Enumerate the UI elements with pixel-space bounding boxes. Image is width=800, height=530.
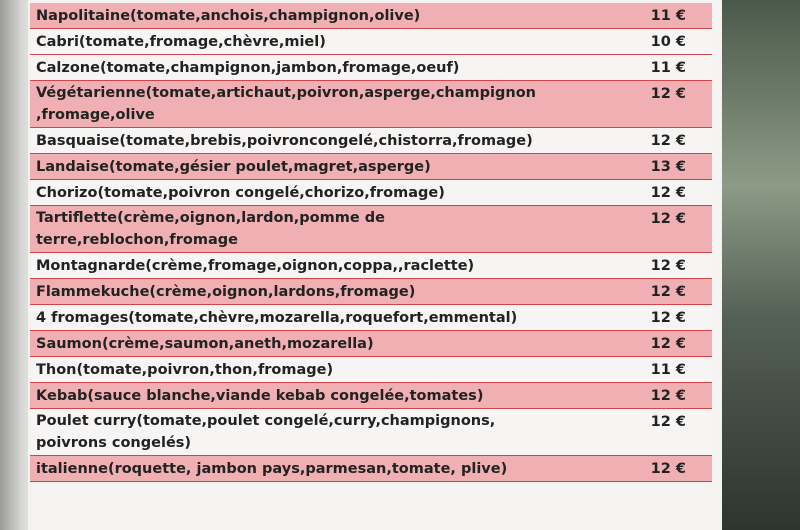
item-price: 12 € xyxy=(650,86,686,102)
menu-list: Napolitaine(tomate,anchois,champignon,ol… xyxy=(30,3,712,482)
item-description: Poulet curry(tomate,poulet congelé,curry… xyxy=(36,413,496,429)
item-price: 11 € xyxy=(650,60,686,76)
item-description: poivrons congelés) xyxy=(36,435,192,451)
item-description: Landaise(tomate,gésier poulet,magret,asp… xyxy=(36,159,431,175)
item-price: 12 € xyxy=(650,185,686,201)
item-price: 12 € xyxy=(650,336,686,352)
item-description: Chorizo(tomate,poivron congelé,chorizo,f… xyxy=(36,185,445,201)
menu-item: Cabri(tomate,fromage,chèvre,miel) 10 € xyxy=(30,29,712,55)
item-price: 12 € xyxy=(650,211,686,227)
item-price: 11 € xyxy=(650,8,686,24)
item-description: italienne(roquette, jambon pays,parmesan… xyxy=(36,461,508,477)
menu-item: Kebab(sauce blanche,viande kebab congelé… xyxy=(30,383,712,409)
item-description: Cabri(tomate,fromage,chèvre,miel) xyxy=(36,34,326,50)
item-description: Végétarienne(tomate,artichaut,poivron,as… xyxy=(36,85,536,101)
item-price: 12 € xyxy=(650,310,686,326)
menu-item: Flammekuche(crème,oignon,lardons,fromage… xyxy=(30,279,712,305)
item-description: terre,reblochon,fromage xyxy=(36,232,238,248)
item-description: Basquaise(tomate,brebis,poivroncongelé,c… xyxy=(36,133,533,149)
item-description: Calzone(tomate,champignon,jambon,fromage… xyxy=(36,60,460,76)
item-price: 11 € xyxy=(650,362,686,378)
item-price: 12 € xyxy=(650,284,686,300)
menu-item: Calzone(tomate,champignon,jambon,fromage… xyxy=(30,55,712,81)
menu-item: Tartiflette(crème,oignon,lardon,pomme de… xyxy=(30,206,712,253)
menu-item: Végétarienne(tomate,artichaut,poivron,as… xyxy=(30,81,712,128)
item-price: 13 € xyxy=(650,159,686,175)
item-price: 12 € xyxy=(650,258,686,274)
item-description: 4 fromages(tomate,chèvre,mozarella,roque… xyxy=(36,310,518,326)
menu-item: italienne(roquette, jambon pays,parmesan… xyxy=(30,456,712,482)
item-price: 10 € xyxy=(650,34,686,50)
item-price: 12 € xyxy=(650,388,686,404)
menu-item: Basquaise(tomate,brebis,poivroncongelé,c… xyxy=(30,128,712,154)
item-price: 12 € xyxy=(650,461,686,477)
menu-item: Saumon(crème,saumon,aneth,mozarella) 12 € xyxy=(30,331,712,357)
menu-item: Chorizo(tomate,poivron congelé,chorizo,f… xyxy=(30,180,712,206)
menu-item: Thon(tomate,poivron,thon,fromage) 11 € xyxy=(30,357,712,383)
menu-item: 4 fromages(tomate,chèvre,mozarella,roque… xyxy=(30,305,712,331)
item-description: Flammekuche(crème,oignon,lardons,fromage… xyxy=(36,284,416,300)
menu-item: Landaise(tomate,gésier poulet,magret,asp… xyxy=(30,154,712,180)
item-description: Saumon(crème,saumon,aneth,mozarella) xyxy=(36,336,374,352)
item-description: Napolitaine(tomate,anchois,champignon,ol… xyxy=(36,8,421,24)
menu-item: Montagnarde(crème,fromage,oignon,coppa,,… xyxy=(30,253,712,279)
item-description: Kebab(sauce blanche,viande kebab congelé… xyxy=(36,388,484,404)
menu-item: Poulet curry(tomate,poulet congelé,curry… xyxy=(30,409,712,456)
item-description: Tartiflette(crème,oignon,lardon,pomme de xyxy=(36,210,385,226)
item-description: ,fromage,olive xyxy=(36,107,155,123)
item-price: 12 € xyxy=(650,133,686,149)
menu-item: Napolitaine(tomate,anchois,champignon,ol… xyxy=(30,3,712,29)
item-description: Thon(tomate,poivron,thon,fromage) xyxy=(36,362,334,378)
item-price: 12 € xyxy=(650,414,686,430)
photo-background xyxy=(722,0,800,530)
item-description: Montagnarde(crème,fromage,oignon,coppa,,… xyxy=(36,258,475,274)
